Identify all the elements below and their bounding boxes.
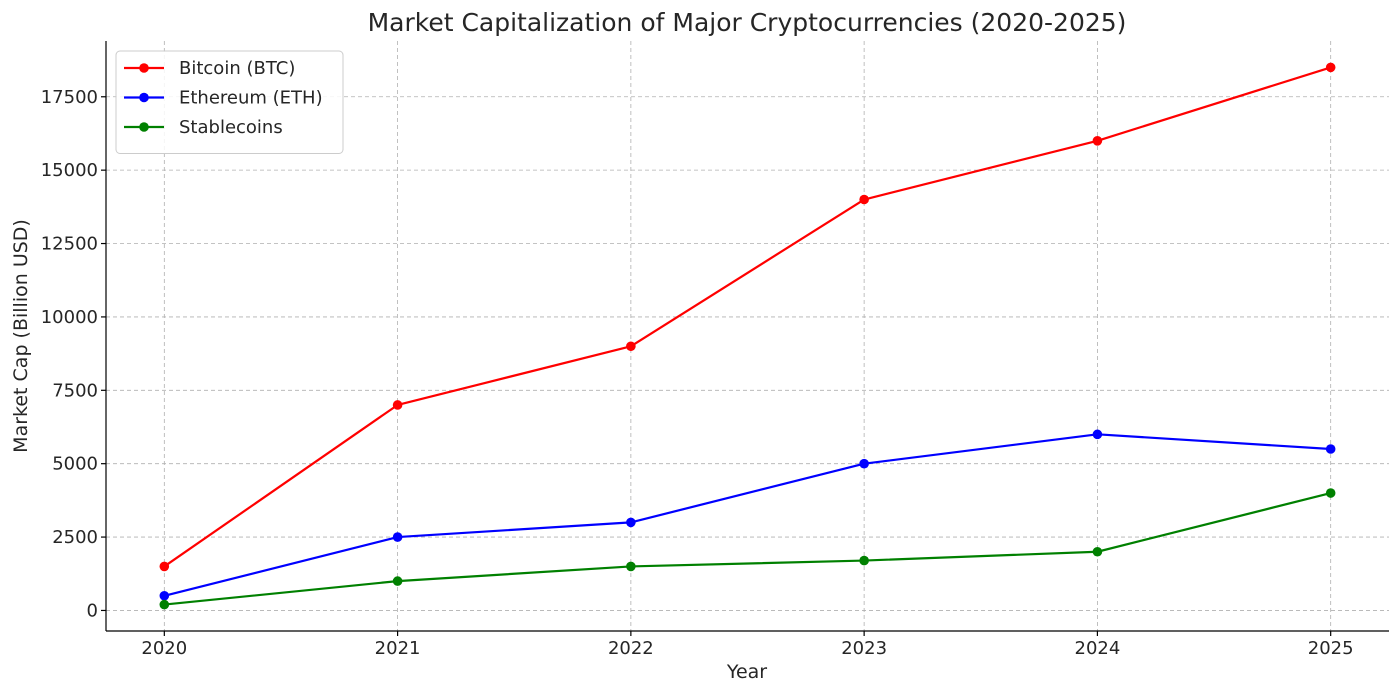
x-tick-label: 2020 xyxy=(141,638,187,659)
legend-box xyxy=(115,50,344,154)
data-point xyxy=(626,341,636,352)
data-point xyxy=(626,561,636,572)
data-point xyxy=(392,532,403,542)
data-point xyxy=(626,517,636,528)
y-tick-label: 10000 xyxy=(41,307,98,328)
series-line xyxy=(164,433,1331,597)
legend-item: Bitcoin (BTC) xyxy=(124,58,295,79)
series-line xyxy=(164,491,1331,606)
data-point xyxy=(159,599,170,610)
data-point xyxy=(859,555,869,566)
data-point xyxy=(392,576,403,586)
axes: 2020 2021 2022 2023 2024 2025 0 2500 5000 7500 100… xyxy=(41,41,1389,659)
data-point xyxy=(1325,444,1336,454)
y-tick-label: 2500 xyxy=(52,527,98,548)
data-point xyxy=(392,400,403,410)
data-point xyxy=(1325,62,1336,73)
data-point xyxy=(1092,136,1103,146)
legend-label: Stablecoins xyxy=(179,117,283,138)
y-tick-label: 12500 xyxy=(41,234,98,255)
x-tick-label: 2021 xyxy=(375,638,421,659)
y-tick-label: 7500 xyxy=(52,380,98,401)
series-line xyxy=(163,66,1332,568)
legend-item: Ethereum (ETH) xyxy=(124,88,323,109)
data-point xyxy=(159,561,170,572)
x-tick-label: 2024 xyxy=(1075,638,1121,659)
data-point xyxy=(1092,429,1103,440)
legend: Bitcoin (BTC) Ethereum (ETH) Stablecoins xyxy=(115,50,344,154)
y-tick-label: 5000 xyxy=(52,454,98,475)
series-ethereum-eth xyxy=(159,429,1336,601)
x-tick-label: 2025 xyxy=(1308,638,1354,659)
x-tick-label: 2022 xyxy=(608,638,654,659)
data-point xyxy=(1092,546,1103,557)
data-point xyxy=(859,194,869,205)
y-axis-label: Market Cap (Billion USD) xyxy=(10,219,32,453)
y-tick-label: 15000 xyxy=(41,160,98,181)
y-tick-label: 0 xyxy=(87,600,98,621)
data-point xyxy=(159,590,170,601)
data-point xyxy=(1325,488,1336,498)
x-axis-label: Year xyxy=(726,661,767,683)
series-bitcoin-btc xyxy=(159,62,1336,572)
y-tick-label: 17500 xyxy=(41,87,98,108)
legend-swatch-marker xyxy=(139,122,149,132)
legend-swatch-marker xyxy=(139,92,149,103)
legend-swatch-marker xyxy=(139,63,149,73)
x-tick-label: 2023 xyxy=(841,638,887,659)
legend-label: Bitcoin (BTC) xyxy=(179,58,295,79)
data-point xyxy=(859,458,869,469)
chart-title: Market Capitalization of Major Cryptocur… xyxy=(368,8,1127,37)
legend-label: Ethereum (ETH) xyxy=(179,88,323,109)
series-stablecoins xyxy=(159,488,1336,610)
legend-item: Stablecoins xyxy=(124,117,283,138)
series-group xyxy=(159,62,1336,610)
